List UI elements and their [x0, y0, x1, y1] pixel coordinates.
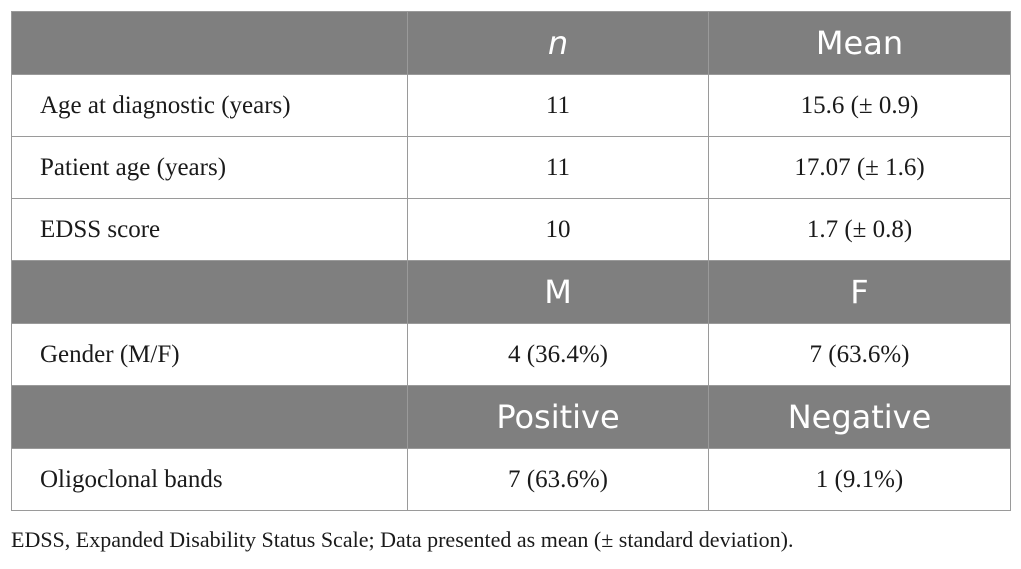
- header-cell-male: M: [407, 260, 709, 324]
- table-footnote: EDSS, Expanded Disability Status Scale; …: [11, 527, 794, 552]
- header-cell-empty: [11, 385, 408, 449]
- row-n-value: 11: [407, 136, 709, 199]
- row-mean-value: 17.07 (± 1.6): [708, 136, 1011, 199]
- data-table-container: n Mean Age at diagnostic (years) 11 15.6…: [11, 11, 1011, 511]
- summary-table: n Mean Age at diagnostic (years) 11 15.6…: [11, 11, 1011, 511]
- row-positive-value: 7 (63.6%): [407, 448, 709, 511]
- header-row-gender: M F: [11, 260, 1011, 324]
- header-cell-empty: [11, 260, 408, 324]
- header-cell-mean: Mean: [708, 11, 1011, 75]
- row-label: Oligoclonal bands: [11, 448, 408, 511]
- row-label: Patient age (years): [11, 136, 408, 199]
- table-row: Age at diagnostic (years) 11 15.6 (± 0.9…: [11, 74, 1011, 137]
- header-row-stats: n Mean: [11, 11, 1011, 75]
- header-row-bands: Positive Negative: [11, 385, 1011, 449]
- row-negative-value: 1 (9.1%): [708, 448, 1011, 511]
- table-row: EDSS score 10 1.7 (± 0.8): [11, 198, 1011, 261]
- row-n-value: 11: [407, 74, 709, 137]
- row-mean-value: 15.6 (± 0.9): [708, 74, 1011, 137]
- header-cell-n: n: [407, 11, 709, 75]
- row-mean-value: 1.7 (± 0.8): [708, 198, 1011, 261]
- table-row: Patient age (years) 11 17.07 (± 1.6): [11, 136, 1011, 199]
- row-male-value: 4 (36.4%): [407, 323, 709, 386]
- header-cell-positive: Positive: [407, 385, 709, 449]
- row-label: Age at diagnostic (years): [11, 74, 408, 137]
- table-row: Oligoclonal bands 7 (63.6%) 1 (9.1%): [11, 448, 1011, 511]
- row-female-value: 7 (63.6%): [708, 323, 1011, 386]
- header-cell-empty: [11, 11, 408, 75]
- header-cell-negative: Negative: [708, 385, 1011, 449]
- row-n-value: 10: [407, 198, 709, 261]
- row-label: Gender (M/F): [11, 323, 408, 386]
- row-label: EDSS score: [11, 198, 408, 261]
- header-cell-female: F: [708, 260, 1011, 324]
- table-row: Gender (M/F) 4 (36.4%) 7 (63.6%): [11, 323, 1011, 386]
